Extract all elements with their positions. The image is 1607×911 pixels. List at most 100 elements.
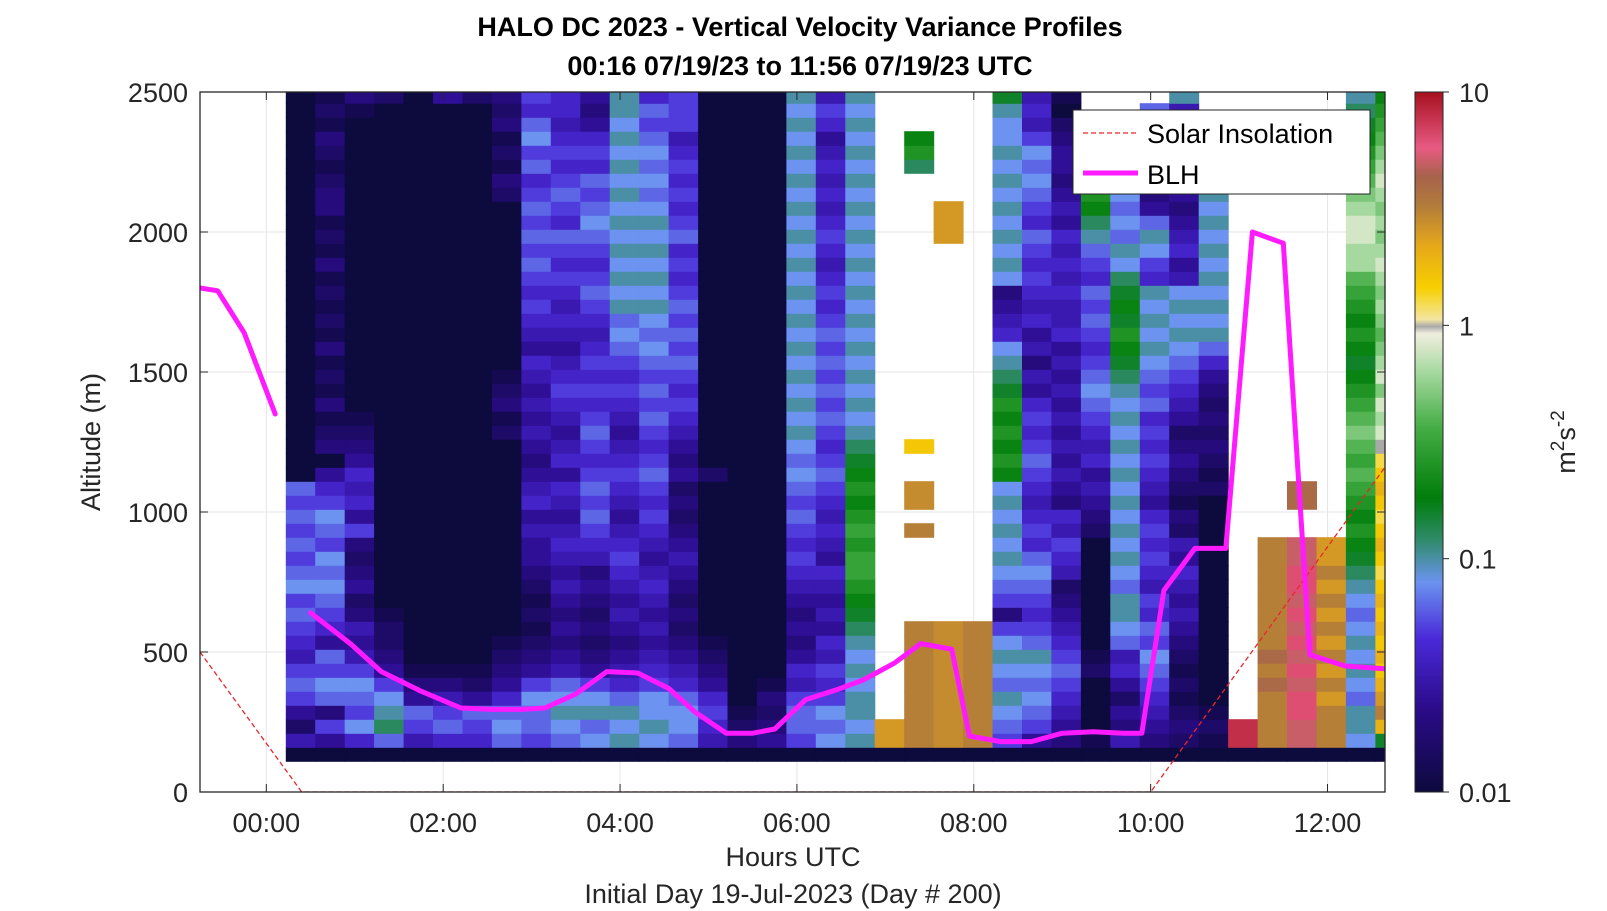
heatmap-cell xyxy=(433,285,463,300)
heatmap-cell xyxy=(344,355,375,370)
heatmap-cell xyxy=(1051,551,1082,566)
heatmap-cell xyxy=(1198,481,1229,496)
heatmap-cell xyxy=(1022,537,1052,552)
heatmap-cell xyxy=(992,677,1023,692)
heatmap-cell xyxy=(1022,425,1052,440)
heatmap-cell xyxy=(491,271,522,286)
heatmap-cell xyxy=(374,299,405,314)
heatmap-cell xyxy=(698,495,729,510)
heatmap-cell xyxy=(727,229,758,244)
heatmap-cell xyxy=(727,271,758,286)
heatmap-cell xyxy=(491,103,522,118)
heatmap-cell xyxy=(1345,369,1376,384)
heatmap-cell xyxy=(963,691,994,706)
legend-blh-label: BLH xyxy=(1147,160,1200,190)
heatmap-cell xyxy=(550,341,581,356)
heatmap-cell xyxy=(433,215,463,230)
heatmap-cell xyxy=(1169,411,1200,426)
heatmap-cell xyxy=(1198,733,1229,748)
heatmap-cell xyxy=(1345,313,1376,328)
heatmap-cell xyxy=(374,285,405,300)
heatmap-cell xyxy=(1257,537,1288,552)
heatmap-cell xyxy=(963,677,994,692)
heatmap-cell xyxy=(1051,229,1082,244)
heatmap-cell xyxy=(1198,411,1229,426)
heatmap-cell xyxy=(403,509,434,524)
heatmap-cell xyxy=(491,327,522,342)
heatmap-cell xyxy=(1345,691,1376,706)
heatmap-cell xyxy=(992,453,1023,468)
heatmap-cell xyxy=(727,719,758,734)
heatmap-cell xyxy=(1375,621,1385,636)
heatmap-cell xyxy=(815,313,846,328)
heatmap-cell xyxy=(698,215,729,230)
heatmap-cell xyxy=(786,313,817,328)
heatmap-cell xyxy=(1051,355,1082,370)
heatmap-cell xyxy=(285,229,316,244)
heatmap-cell xyxy=(1110,593,1141,608)
heatmap-cell xyxy=(433,649,463,664)
y-axis-ticks: 0 500 1000 1500 2000 2500 xyxy=(128,78,1385,808)
heatmap-cell xyxy=(963,747,994,762)
heatmap-cell xyxy=(403,117,434,132)
heatmap-cell xyxy=(668,495,699,510)
heatmap-cell xyxy=(462,131,493,146)
heatmap-cell xyxy=(433,453,463,468)
heatmap-cell xyxy=(1080,215,1111,230)
heatmap-cell xyxy=(1051,453,1082,468)
heatmap-cell xyxy=(1051,467,1082,482)
heatmap-cell xyxy=(462,439,493,454)
heatmap-cell xyxy=(1375,649,1385,664)
heatmap-cell xyxy=(609,607,640,622)
heatmap-cell xyxy=(1051,285,1082,300)
heatmap-cell xyxy=(550,383,581,398)
heatmap-cell xyxy=(550,621,581,636)
heatmap-cell xyxy=(491,243,522,258)
heatmap-cell xyxy=(845,635,876,650)
heatmap-cell xyxy=(403,719,434,734)
heatmap-cell xyxy=(992,523,1023,538)
heatmap-cell xyxy=(1169,635,1200,650)
heatmap-cell xyxy=(698,327,729,342)
heatmap-cell xyxy=(1022,341,1052,356)
heatmap-cell xyxy=(1375,397,1385,412)
heatmap-cell xyxy=(1022,355,1052,370)
heatmap-cell xyxy=(1139,467,1170,482)
heatmap-cell xyxy=(462,481,493,496)
heatmap-cell xyxy=(491,131,522,146)
heatmap-cell xyxy=(315,565,346,580)
heatmap-cell xyxy=(580,103,611,118)
heatmap-cell xyxy=(433,229,463,244)
heatmap-cell xyxy=(668,397,699,412)
heatmap-cell xyxy=(1051,677,1082,692)
heatmap-cell xyxy=(992,173,1023,188)
heatmap-cell xyxy=(756,117,787,132)
heatmap-cell xyxy=(462,285,493,300)
heatmap-cell xyxy=(609,131,640,146)
heatmap-cell xyxy=(698,523,729,538)
heatmap-cell xyxy=(491,145,522,160)
heatmap-cell xyxy=(727,397,758,412)
heatmap-cell xyxy=(639,733,670,748)
heatmap-cell xyxy=(315,579,346,594)
heatmap-cell xyxy=(1051,299,1082,314)
x-tick-label: 04:00 xyxy=(586,808,654,838)
heatmap-cell xyxy=(1080,467,1111,482)
heatmap-cell xyxy=(462,173,493,188)
heatmap-cell xyxy=(315,635,346,650)
heatmap-cell xyxy=(462,355,493,370)
heatmap-cell xyxy=(1345,565,1376,580)
heatmap-cell xyxy=(433,691,463,706)
heatmap-cell xyxy=(1110,369,1141,384)
heatmap-cell xyxy=(756,635,787,650)
heatmap-cell xyxy=(462,509,493,524)
heatmap-cell xyxy=(550,509,581,524)
heatmap-cell xyxy=(639,481,670,496)
heatmap-cell xyxy=(374,747,405,762)
heatmap-cell xyxy=(609,187,640,202)
heatmap-cell xyxy=(344,341,375,356)
heatmap-cell xyxy=(1080,495,1111,510)
heatmap-cell xyxy=(992,719,1023,734)
heatmap-cell xyxy=(698,173,729,188)
heatmap-cell xyxy=(374,397,405,412)
